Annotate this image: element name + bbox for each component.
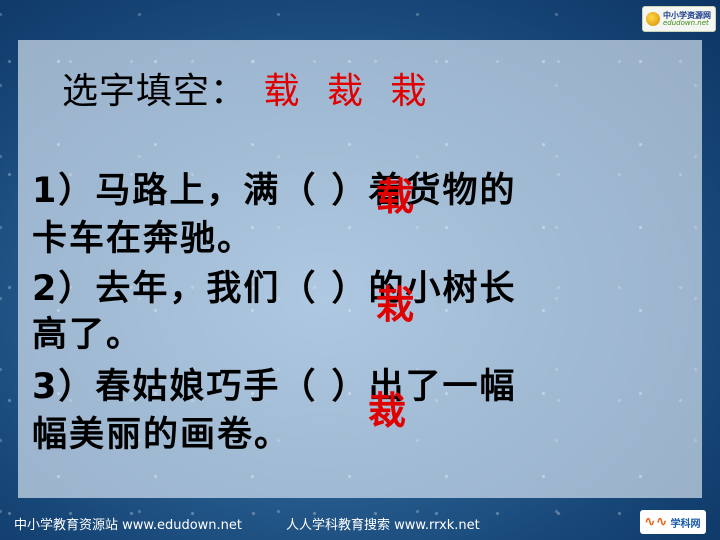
question-1-answer: 载 [376, 175, 415, 219]
title-label: 选字填空： [62, 71, 248, 112]
question-3-line-2: 幅美丽的画卷。 [32, 415, 292, 455]
logo-line1: 中小学资源网 [663, 10, 711, 20]
question-3-line-1: 3）春姑娘巧手（ ）出了一幅 [32, 367, 517, 407]
footer-bar: 中小学教育资源站 www.edudown.net 人人学科教育搜索 www.rr… [0, 500, 720, 540]
footer-logo-text: 学科网 [670, 518, 701, 530]
exercise-title: 选字填空： 载 裁 栽 [62, 62, 441, 114]
wave-logo-icon: ∿∿ [644, 514, 668, 530]
logo-badge-icon [646, 12, 660, 26]
question-2-line-1: 2）去年，我们（ ）的小树长 [32, 269, 517, 309]
question-3-answer: 裁 [368, 389, 407, 433]
question-1-line-2: 卡车在奔驰。 [32, 219, 255, 259]
option-2: 裁 [326, 71, 364, 112]
site-logo[interactable]: 中小学资源网 edudown.net [642, 6, 716, 32]
content-panel [18, 40, 702, 498]
option-3: 栽 [390, 71, 428, 112]
logo-line2: edudown.net [663, 18, 709, 27]
question-2-line-2: 高了。 [32, 315, 144, 355]
option-1: 载 [263, 71, 301, 112]
footer-center-link[interactable]: 人人学科教育搜索 www.rrxk.net [286, 518, 480, 533]
footer-left-link[interactable]: 中小学教育资源站 www.edudown.net [14, 518, 243, 533]
question-1-line-1: 1）马路上，满（ ）着货物的 [32, 171, 517, 211]
question-2-answer: 栽 [376, 283, 415, 327]
footer-logo[interactable]: ∿∿ 学科网 [640, 510, 706, 534]
